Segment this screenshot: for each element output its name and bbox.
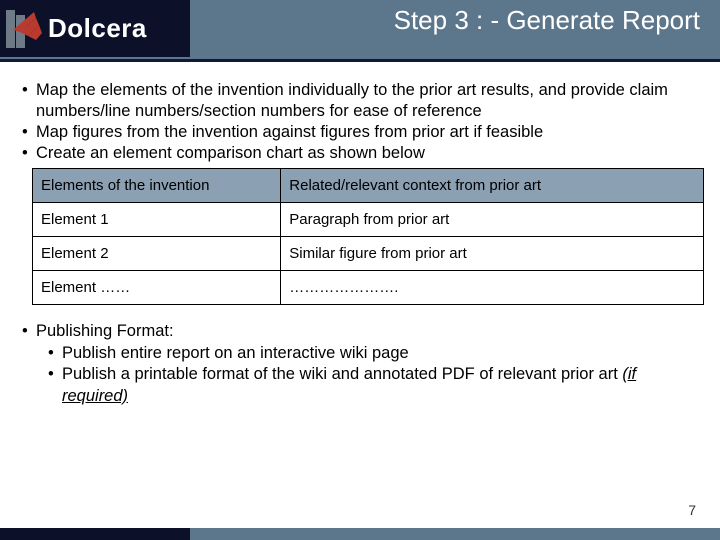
table-cell: …………………. [281, 271, 704, 305]
bullet-item: Publishing Format: [22, 321, 698, 342]
table-header-cell: Elements of the invention [33, 169, 281, 203]
table-row: Element 2 Similar figure from prior art [33, 237, 704, 271]
bullet-item: Publish entire report on an interactive … [22, 343, 698, 364]
page-number: 7 [688, 502, 696, 518]
bullet-item: Publish a printable format of the wiki a… [22, 364, 698, 407]
bullet-text: Publishing Format: [36, 322, 174, 340]
slide-title: Step 3 : - Generate Report [394, 5, 700, 36]
table-cell: Element 2 [33, 237, 281, 271]
bullet-item: Create an element comparison chart as sh… [22, 143, 698, 164]
table-cell: Element …… [33, 271, 281, 305]
publishing-format: Publishing Format: Publish entire report… [22, 321, 698, 407]
table-cell: Similar figure from prior art [281, 237, 704, 271]
bullet-item: Map figures from the invention against f… [22, 122, 698, 143]
logo-area: Dolcera [0, 0, 190, 57]
bullet-text: Create an element comparison chart as sh… [36, 144, 425, 162]
table-cell: Paragraph from prior art [281, 203, 704, 237]
top-bullets: Map the elements of the invention indivi… [22, 80, 698, 164]
dolcera-logo-icon [6, 10, 46, 48]
bullet-text: Map figures from the invention against f… [36, 123, 543, 141]
bullet-item: Map the elements of the invention indivi… [22, 80, 698, 122]
footer-dark [0, 528, 190, 540]
header-band: Dolcera Step 3 : - Generate Report [0, 0, 720, 62]
table-row: Element …… …………………. [33, 271, 704, 305]
comparison-table: Elements of the invention Related/releva… [32, 168, 704, 305]
logo-text: Dolcera [48, 13, 147, 44]
table-row: Elements of the invention Related/releva… [33, 169, 704, 203]
table-row: Element 1 Paragraph from prior art [33, 203, 704, 237]
bullet-text: Publish a printable format of the wiki a… [62, 365, 622, 383]
content-area: Map the elements of the invention indivi… [0, 62, 720, 407]
bullet-text: Publish entire report on an interactive … [62, 344, 409, 362]
bullet-text: Map the elements of the invention indivi… [36, 81, 668, 120]
table-cell: Element 1 [33, 203, 281, 237]
table-header-cell: Related/relevant context from prior art [281, 169, 704, 203]
